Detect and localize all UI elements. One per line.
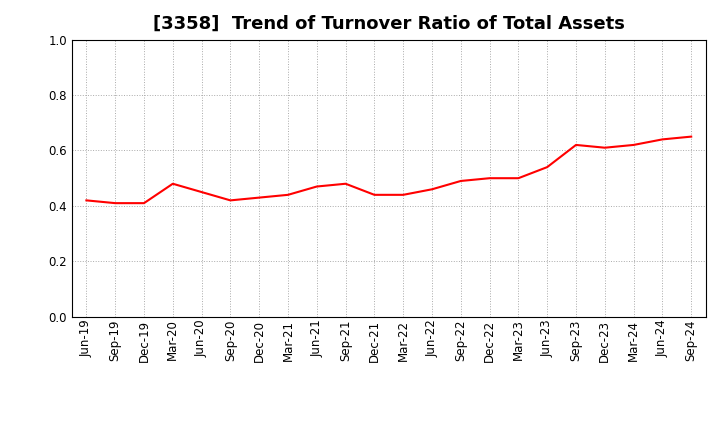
Title: [3358]  Trend of Turnover Ratio of Total Assets: [3358] Trend of Turnover Ratio of Total … (153, 15, 625, 33)
